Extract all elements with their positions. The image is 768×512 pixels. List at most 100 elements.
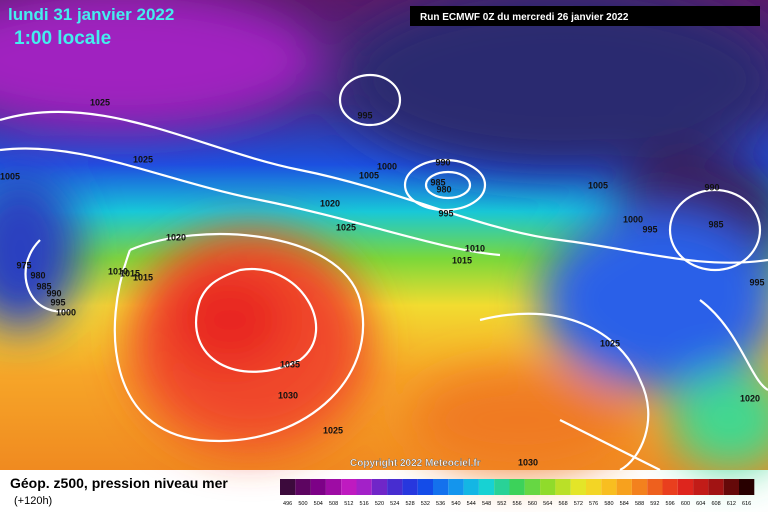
scale-label: 580 — [604, 501, 613, 507]
scale-label: 528 — [405, 501, 414, 507]
isobar-label: 1015 — [452, 255, 472, 265]
scale-label: 524 — [390, 501, 399, 507]
isobar-label: 1030 — [518, 457, 538, 467]
isobar-label: 1025 — [323, 425, 343, 435]
scale-label: 504 — [314, 501, 323, 507]
isobar-label: 985 — [36, 281, 51, 291]
run-label: Run ECMWF 0Z du mercredi 26 janvier 2022 — [420, 12, 629, 23]
scale-swatch — [555, 479, 571, 495]
scale-swatch — [463, 479, 479, 495]
scale-label: 616 — [742, 501, 751, 507]
scale-label: 604 — [696, 501, 705, 507]
scale-swatch — [509, 479, 525, 495]
scale-label: 596 — [666, 501, 675, 507]
scale-label: 568 — [558, 501, 567, 507]
isobar-label: 980 — [436, 184, 451, 194]
scale-swatch — [677, 479, 694, 495]
scale-label: 512 — [344, 501, 353, 507]
isobar-label: 1015 — [120, 268, 140, 278]
scale-swatch — [387, 479, 403, 495]
scale-label: 584 — [620, 501, 629, 507]
isobar-label: 1025 — [90, 97, 110, 107]
scale-swatch — [693, 479, 709, 495]
isobar-label: 1000 — [377, 161, 397, 171]
scale-swatch — [708, 479, 724, 495]
isobar-label: 1000 — [56, 307, 76, 317]
scale-label: 552 — [497, 501, 506, 507]
date-label: lundi 31 janvier 2022 — [8, 5, 174, 24]
isobar-label: 1005 — [588, 180, 608, 190]
scale-swatch — [586, 479, 602, 495]
scale-label: 532 — [421, 501, 430, 507]
isobar-label: 990 — [704, 182, 719, 192]
isobar-label: 1020 — [166, 232, 186, 242]
scale-label: 508 — [329, 501, 338, 507]
isobar-label: 1010 — [465, 243, 485, 253]
isobar-label: 1005 — [0, 171, 20, 181]
isobar-label: 1025 — [133, 154, 153, 164]
scale-swatch — [601, 479, 617, 495]
scale-label: 548 — [482, 501, 491, 507]
isobar-label: 995 — [438, 208, 453, 218]
scale-swatch — [402, 479, 418, 495]
scale-swatch — [448, 479, 464, 495]
isobar-label: 995 — [749, 277, 764, 287]
isobar-label: 1020 — [740, 393, 760, 403]
scale-swatch — [295, 479, 311, 495]
scale-swatch — [478, 479, 495, 495]
isobar-lines — [0, 73, 768, 471]
isobar-label: 1025 — [600, 338, 620, 348]
scale-swatch — [570, 479, 586, 495]
scale-label: 572 — [574, 501, 583, 507]
scale-swatch — [433, 479, 449, 495]
scale-swatch — [356, 479, 372, 495]
copyright: Copyright 2022 Meteociel.fr — [350, 458, 481, 469]
run-box — [410, 6, 760, 26]
scale-swatch — [494, 479, 510, 495]
scale-label: 516 — [360, 501, 369, 507]
isobar-labels: 1025995102510051000100599098598099510201… — [0, 97, 765, 467]
scale-swatch — [371, 479, 388, 495]
isobar-label: 980 — [30, 270, 45, 280]
time-label: 1:00 locale — [14, 28, 111, 49]
field-blobs — [0, 0, 768, 470]
scale-label: 536 — [436, 501, 445, 507]
scale-label: 540 — [451, 501, 460, 507]
scale-swatch — [417, 479, 433, 495]
scale-label: 588 — [635, 501, 644, 507]
isobar-label: 1015 — [133, 272, 153, 282]
scale-label: 564 — [543, 501, 552, 507]
isobar-label: 1030 — [278, 390, 298, 400]
isobar-label: 990 — [435, 157, 450, 167]
isobar-label: 1020 — [320, 198, 340, 208]
isobar-label: 995 — [50, 297, 65, 307]
footer-lead: (+120h) — [14, 495, 52, 507]
scale-label: 600 — [681, 501, 690, 507]
scale-label: 612 — [727, 501, 736, 507]
scale-swatch — [325, 479, 342, 495]
scale-label: 592 — [650, 501, 659, 507]
footer-title: Géop. z500, pression niveau mer — [10, 475, 228, 491]
isobar-label: 1010 — [108, 266, 128, 276]
scale-swatch — [540, 479, 556, 495]
scale-swatch — [310, 479, 326, 495]
scale-label: 556 — [513, 501, 522, 507]
isobar-label: 1035 — [280, 359, 300, 369]
scale-label: 520 — [375, 501, 384, 507]
scale-label: 560 — [528, 501, 537, 507]
scale-swatch — [723, 479, 739, 495]
isobar-label: 985 — [708, 219, 723, 229]
isobar-label: 975 — [16, 260, 31, 270]
isobar-label: 1005 — [359, 170, 379, 180]
scale-swatch — [647, 479, 663, 495]
scale-label: 576 — [589, 501, 598, 507]
isobar-label: 995 — [357, 110, 372, 120]
scale-swatch — [280, 479, 296, 495]
scale-swatch — [662, 479, 678, 495]
isobar-label: 1025 — [336, 222, 356, 232]
isobar-label: 985 — [430, 177, 445, 187]
scale-label: 500 — [298, 501, 307, 507]
scale-swatch — [341, 479, 357, 495]
